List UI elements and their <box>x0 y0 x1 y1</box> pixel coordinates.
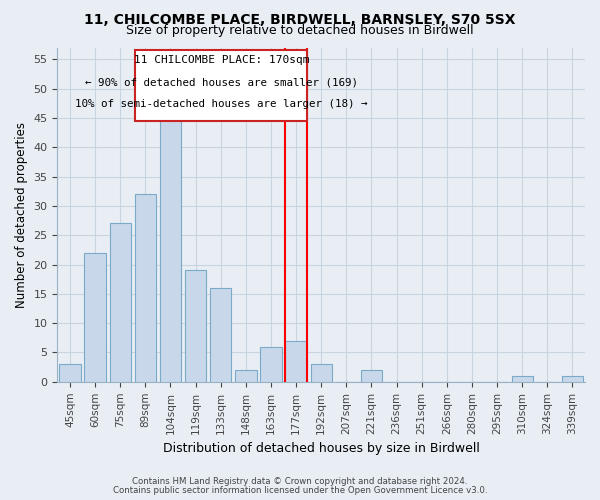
Bar <box>260 346 281 382</box>
Bar <box>110 224 131 382</box>
Text: 11 CHILCOMBE PLACE: 170sqm: 11 CHILCOMBE PLACE: 170sqm <box>134 55 309 65</box>
Bar <box>85 253 106 382</box>
Text: 10% of semi-detached houses are larger (18) →: 10% of semi-detached houses are larger (… <box>75 99 368 109</box>
Bar <box>361 370 382 382</box>
Text: Contains HM Land Registry data © Crown copyright and database right 2024.: Contains HM Land Registry data © Crown c… <box>132 477 468 486</box>
Text: 11, CHILCOMBE PLACE, BIRDWELL, BARNSLEY, S70 5SX: 11, CHILCOMBE PLACE, BIRDWELL, BARNSLEY,… <box>84 12 516 26</box>
Text: ← 90% of detached houses are smaller (169): ← 90% of detached houses are smaller (16… <box>85 77 358 87</box>
Bar <box>134 194 156 382</box>
Bar <box>160 112 181 382</box>
Text: Contains public sector information licensed under the Open Government Licence v3: Contains public sector information licen… <box>113 486 487 495</box>
Bar <box>562 376 583 382</box>
Y-axis label: Number of detached properties: Number of detached properties <box>15 122 28 308</box>
Bar <box>286 341 307 382</box>
Bar <box>210 288 232 382</box>
Bar <box>235 370 257 382</box>
Bar <box>512 376 533 382</box>
FancyBboxPatch shape <box>135 50 307 121</box>
X-axis label: Distribution of detached houses by size in Birdwell: Distribution of detached houses by size … <box>163 442 479 455</box>
Bar <box>185 270 206 382</box>
Bar <box>59 364 80 382</box>
Bar <box>311 364 332 382</box>
Text: Size of property relative to detached houses in Birdwell: Size of property relative to detached ho… <box>126 24 474 37</box>
